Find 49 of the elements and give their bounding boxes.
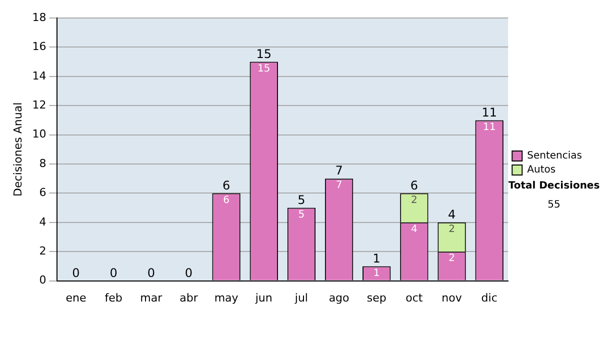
y-tick-label: 6 [39,186,46,200]
y-tick-label: 4 [39,215,46,228]
total-label: 7 [335,164,343,178]
x-tick-label: nov [442,291,462,304]
total-label: 5 [298,192,306,207]
data-label: 5 [298,209,305,220]
x-tick-label: ene [66,291,86,304]
x-tick-label: ago [328,291,350,304]
x-tick-label: jun [254,291,272,304]
y-tick-label: 10 [32,128,46,141]
data-label: 2 [411,194,418,206]
total-label: 0 [184,266,193,280]
y-tick-label: 14 [32,69,46,82]
data-label: 11 [482,122,496,133]
x-tick-label: mar [140,291,163,304]
x-tick-label: feb [104,291,122,304]
total-label: 6 [222,178,230,192]
data-label: 6 [223,194,230,206]
total-label: 0 [110,266,118,280]
total-label: 1 [372,251,380,266]
data-label: 7 [336,180,342,192]
y-tick-label: 12 [32,98,46,112]
text: Total Decisiones [508,180,600,192]
y-tick-label: 0 [39,274,46,287]
y-axis-title: Decisiones Anual [11,102,24,196]
total-label: 0 [147,266,155,280]
total-label: 6 [410,178,418,192]
y-tick-label: 18 [32,10,46,24]
total-label: 0 [72,266,80,280]
x-tick-label: dic [481,291,498,304]
data-label: 2 [448,224,455,235]
data-label: 1 [373,268,380,279]
data-label: 15 [258,63,270,74]
data-label: 2 [448,253,455,264]
x-tick-label: abr [180,291,198,304]
data-label: 4 [411,224,418,235]
y-tick-label: 16 [32,40,46,54]
x-tick-label: may [214,291,239,304]
total-label: 11 [482,105,497,120]
y-tick-label: 8 [39,156,46,170]
legend-label: Sentencias [527,150,582,162]
text: 55 [548,200,560,211]
legend-label: Autos [527,164,556,176]
y-tick-label: 2 [39,244,46,258]
x-tick-label: oct [406,291,424,304]
x-tick-label: jul [294,291,308,304]
x-tick-label: sep [366,291,386,304]
total-label: 15 [256,46,272,61]
total-label: 4 [448,208,456,222]
